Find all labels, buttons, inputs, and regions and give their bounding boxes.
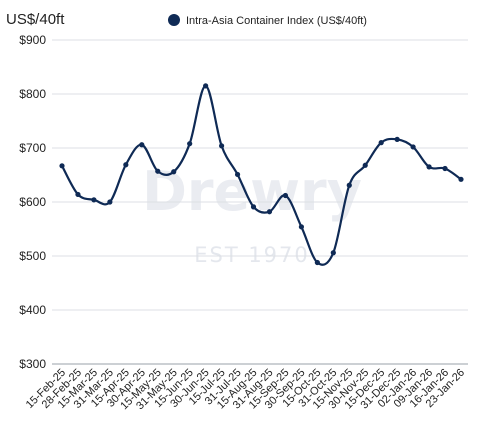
- y-tick-label: $900: [19, 33, 46, 47]
- data-point-15-oct-25: [314, 259, 320, 266]
- y-tick-label: $500: [19, 249, 46, 263]
- data-point-30-jun-25: [203, 83, 209, 89]
- data-point-15-apr-25: [123, 162, 129, 168]
- y-axis: $300 $400 $500 $600 $700 $800 $900: [19, 33, 46, 371]
- data-point-15-may-25: [155, 168, 161, 174]
- y-axis-label: US$/40ft: [6, 11, 65, 28]
- data-point-15-aug-25: [250, 204, 257, 210]
- grid: [52, 39, 468, 365]
- legend-label: Intra-Asia Container Index (US$/40ft): [186, 15, 367, 27]
- data-point-15-dec-25: [378, 140, 384, 146]
- y-tick-label: $300: [19, 357, 46, 371]
- data-point-15-sep-25: [282, 192, 289, 199]
- data-point-15-jun-25: [187, 141, 193, 147]
- data-point-30-sep-25: [298, 224, 304, 230]
- data-point-15-feb-25: [59, 163, 65, 169]
- y-tick-label: $600: [19, 195, 46, 209]
- x-axis: 15-Feb-2528-Feb-2515-Mar-2531-Mar-2515-A…: [24, 367, 467, 413]
- data-point-16-jan-26: [442, 165, 448, 172]
- data-point-15-nov-25: [346, 182, 352, 188]
- data-point-28-feb-25: [75, 191, 81, 198]
- y-tick-label: $800: [19, 87, 46, 101]
- data-point-09-jan-26: [426, 164, 432, 170]
- data-point-31-aug-25: [266, 209, 273, 215]
- data-point-31-may-25: [171, 169, 177, 175]
- data-point-15-jul-25: [219, 143, 225, 149]
- data-point-31-dec-25: [394, 136, 400, 142]
- data-point-30-apr-25: [139, 142, 145, 148]
- series: [59, 83, 464, 266]
- y-tick-label: $700: [19, 141, 46, 155]
- watermark-sub: EST 1970: [194, 243, 310, 267]
- watermark: Drewry EST 1970: [142, 160, 362, 267]
- data-point-23-jan-26: [458, 176, 464, 182]
- data-point-15-mar-25: [91, 197, 97, 203]
- watermark-brand: Drewry: [142, 160, 362, 223]
- data-point-31-mar-25: [107, 199, 113, 205]
- data-point-31-jul-25: [234, 171, 241, 178]
- data-point-31-oct-25: [330, 250, 336, 256]
- data-point-30-nov-25: [362, 162, 368, 168]
- y-tick-label: $400: [19, 303, 46, 317]
- legend-marker: [168, 14, 180, 26]
- legend: Intra-Asia Container Index (US$/40ft): [168, 14, 367, 27]
- data-point-02-jan-26: [410, 144, 416, 150]
